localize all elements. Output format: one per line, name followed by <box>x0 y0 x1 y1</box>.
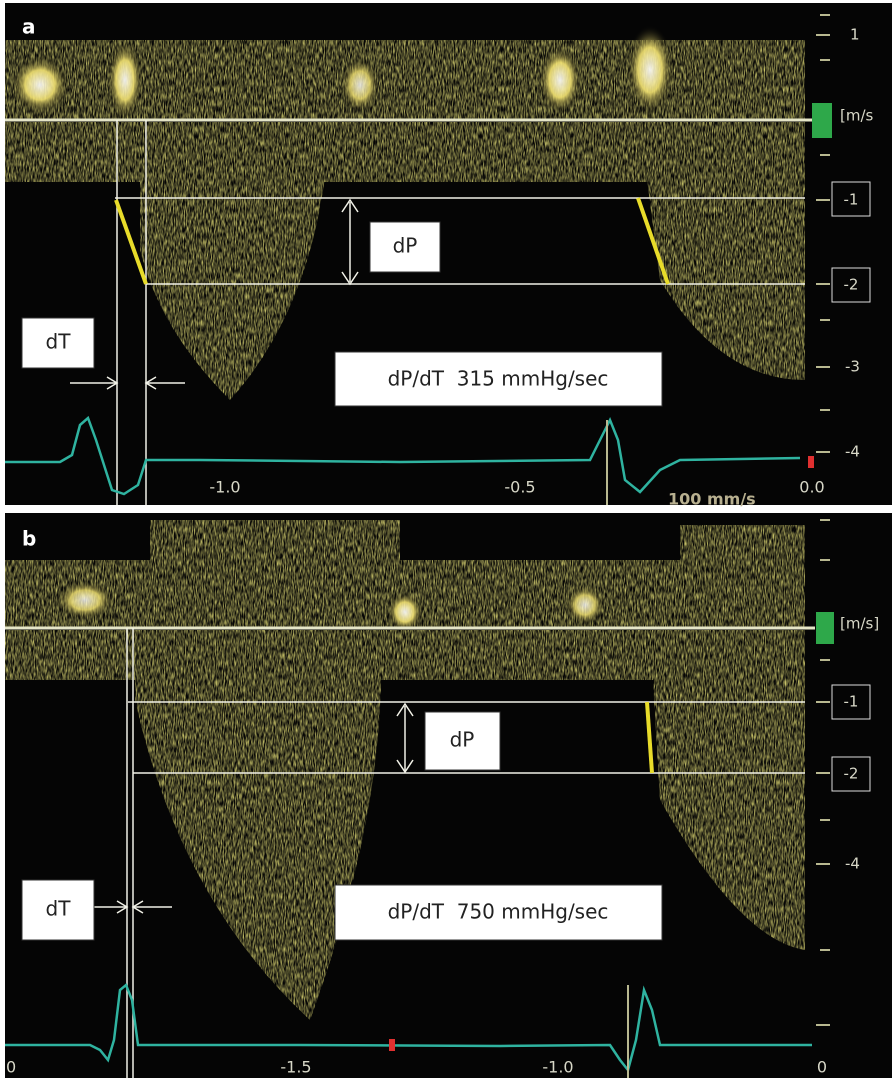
doppler-signal <box>5 520 805 1020</box>
scale-label: -2 <box>844 276 859 294</box>
scale-label: -1 <box>844 191 859 209</box>
scale-label: -4 <box>845 855 860 873</box>
dp-label: dP <box>450 728 475 752</box>
scale-label: [m/s <box>840 107 874 125</box>
panel-label: b <box>22 527 36 551</box>
scale-label: 1 <box>850 26 860 44</box>
scale-label: -4 <box>845 443 860 461</box>
measurement: dP/dT 315 mmHg/sec <box>388 367 609 391</box>
time-label: 0 <box>6 1058 16 1077</box>
panel-b: b dP dT dP/dT 750 mmHg/sec [m/s] -1 -2 -… <box>5 513 892 1078</box>
scale-label: -1 <box>844 693 859 711</box>
panel-label: a <box>22 15 36 39</box>
time-label: 0 <box>817 1058 827 1077</box>
sweep-speed: 100 mm/s <box>668 490 756 509</box>
time-label: -1.0 <box>209 478 240 497</box>
measurement: dP/dT 750 mmHg/sec <box>388 900 609 924</box>
scale-label: [m/s] <box>840 615 879 633</box>
scale-label: -2 <box>844 765 859 783</box>
dp-label: dP <box>393 234 418 258</box>
time-label: -0.5 <box>504 478 535 497</box>
scale-label: -3 <box>845 358 860 376</box>
panel-a: a dP dT dP/dT 315 mmHg/sec 1 [m/s -1 -2 … <box>5 3 892 509</box>
time-label: -1.0 <box>542 1058 573 1077</box>
time-label: -1.5 <box>280 1058 311 1077</box>
time-label: 0.0 <box>799 478 824 497</box>
dt-label: dT <box>46 897 72 921</box>
dt-label: dT <box>46 330 72 354</box>
